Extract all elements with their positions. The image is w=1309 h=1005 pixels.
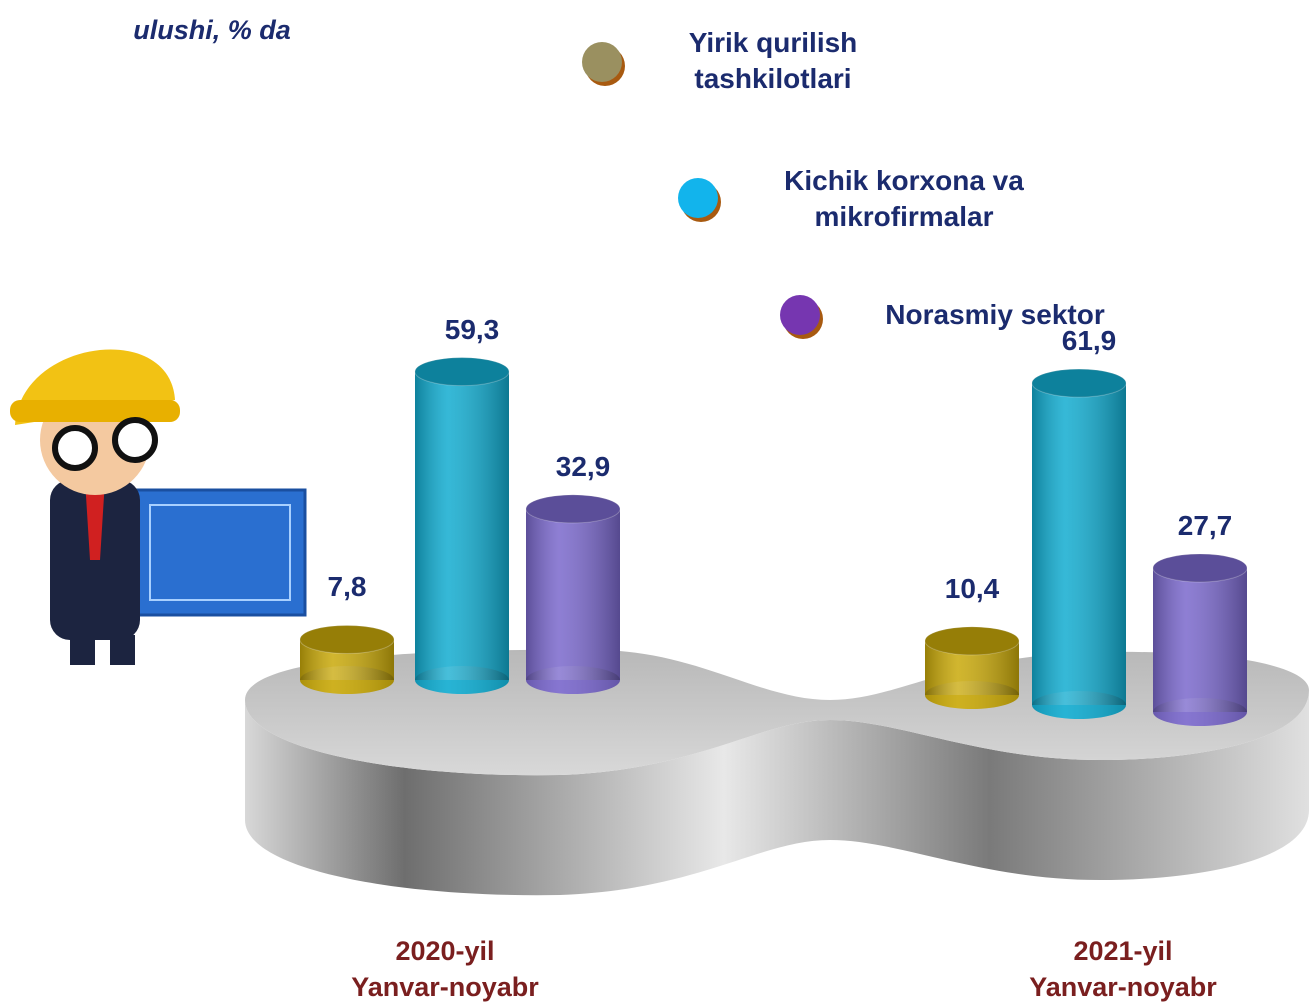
platform-side: [245, 690, 1309, 896]
x-tick-label: 2021-yil Yanvar-noyabr: [1029, 936, 1217, 1002]
bar-top-shade: [526, 494, 620, 523]
bar-top-shade: [1153, 553, 1247, 582]
bar-bottom-shade: [1153, 698, 1247, 726]
bar-bottom-shade: [300, 666, 394, 694]
bar-top: [1152, 553, 1248, 583]
legend-label: Yirik qurilish tashkilotlari: [688, 27, 858, 94]
bar-top: [299, 624, 395, 654]
bar-top: [525, 494, 621, 524]
bar-top: [1031, 368, 1127, 398]
subtitle: ulushi, % da: [133, 15, 291, 45]
bar-bottom-shade: [925, 681, 1019, 709]
legend-label: Norasmiy sektor: [885, 299, 1105, 330]
bar-top-shade: [925, 626, 1019, 655]
bar-shade: [1032, 383, 1126, 705]
legend-marker: [582, 42, 622, 82]
data-label: 32,9: [555, 450, 611, 482]
legend-marker: [678, 178, 718, 218]
data-label: 10,4: [944, 572, 1000, 604]
bar-shade: [415, 371, 509, 680]
legend-label: Kichik korxona va mikrofirmalar: [784, 165, 1024, 232]
data-label: 27,7: [1177, 509, 1233, 541]
data-label: 59,3: [444, 313, 500, 345]
bar-bottom-shade: [415, 666, 509, 694]
x-tick-label: 2020-yil Yanvar-noyabr: [351, 936, 539, 1002]
legend-marker: [780, 295, 820, 335]
data-label: 61,9: [1061, 325, 1117, 357]
bar-top-shade: [1032, 369, 1126, 398]
bar-top: [414, 357, 510, 387]
data-label: 7,8: [327, 571, 367, 603]
bar-top-shade: [300, 625, 394, 654]
bar-bottom-shade: [1032, 691, 1126, 719]
worker-illustration: [10, 349, 307, 665]
bar-top: [924, 626, 1020, 656]
bar-top-shade: [415, 357, 509, 386]
bar-shade: [1153, 567, 1247, 712]
bar-bottom-shade: [526, 666, 620, 694]
bar-shade: [526, 508, 620, 680]
